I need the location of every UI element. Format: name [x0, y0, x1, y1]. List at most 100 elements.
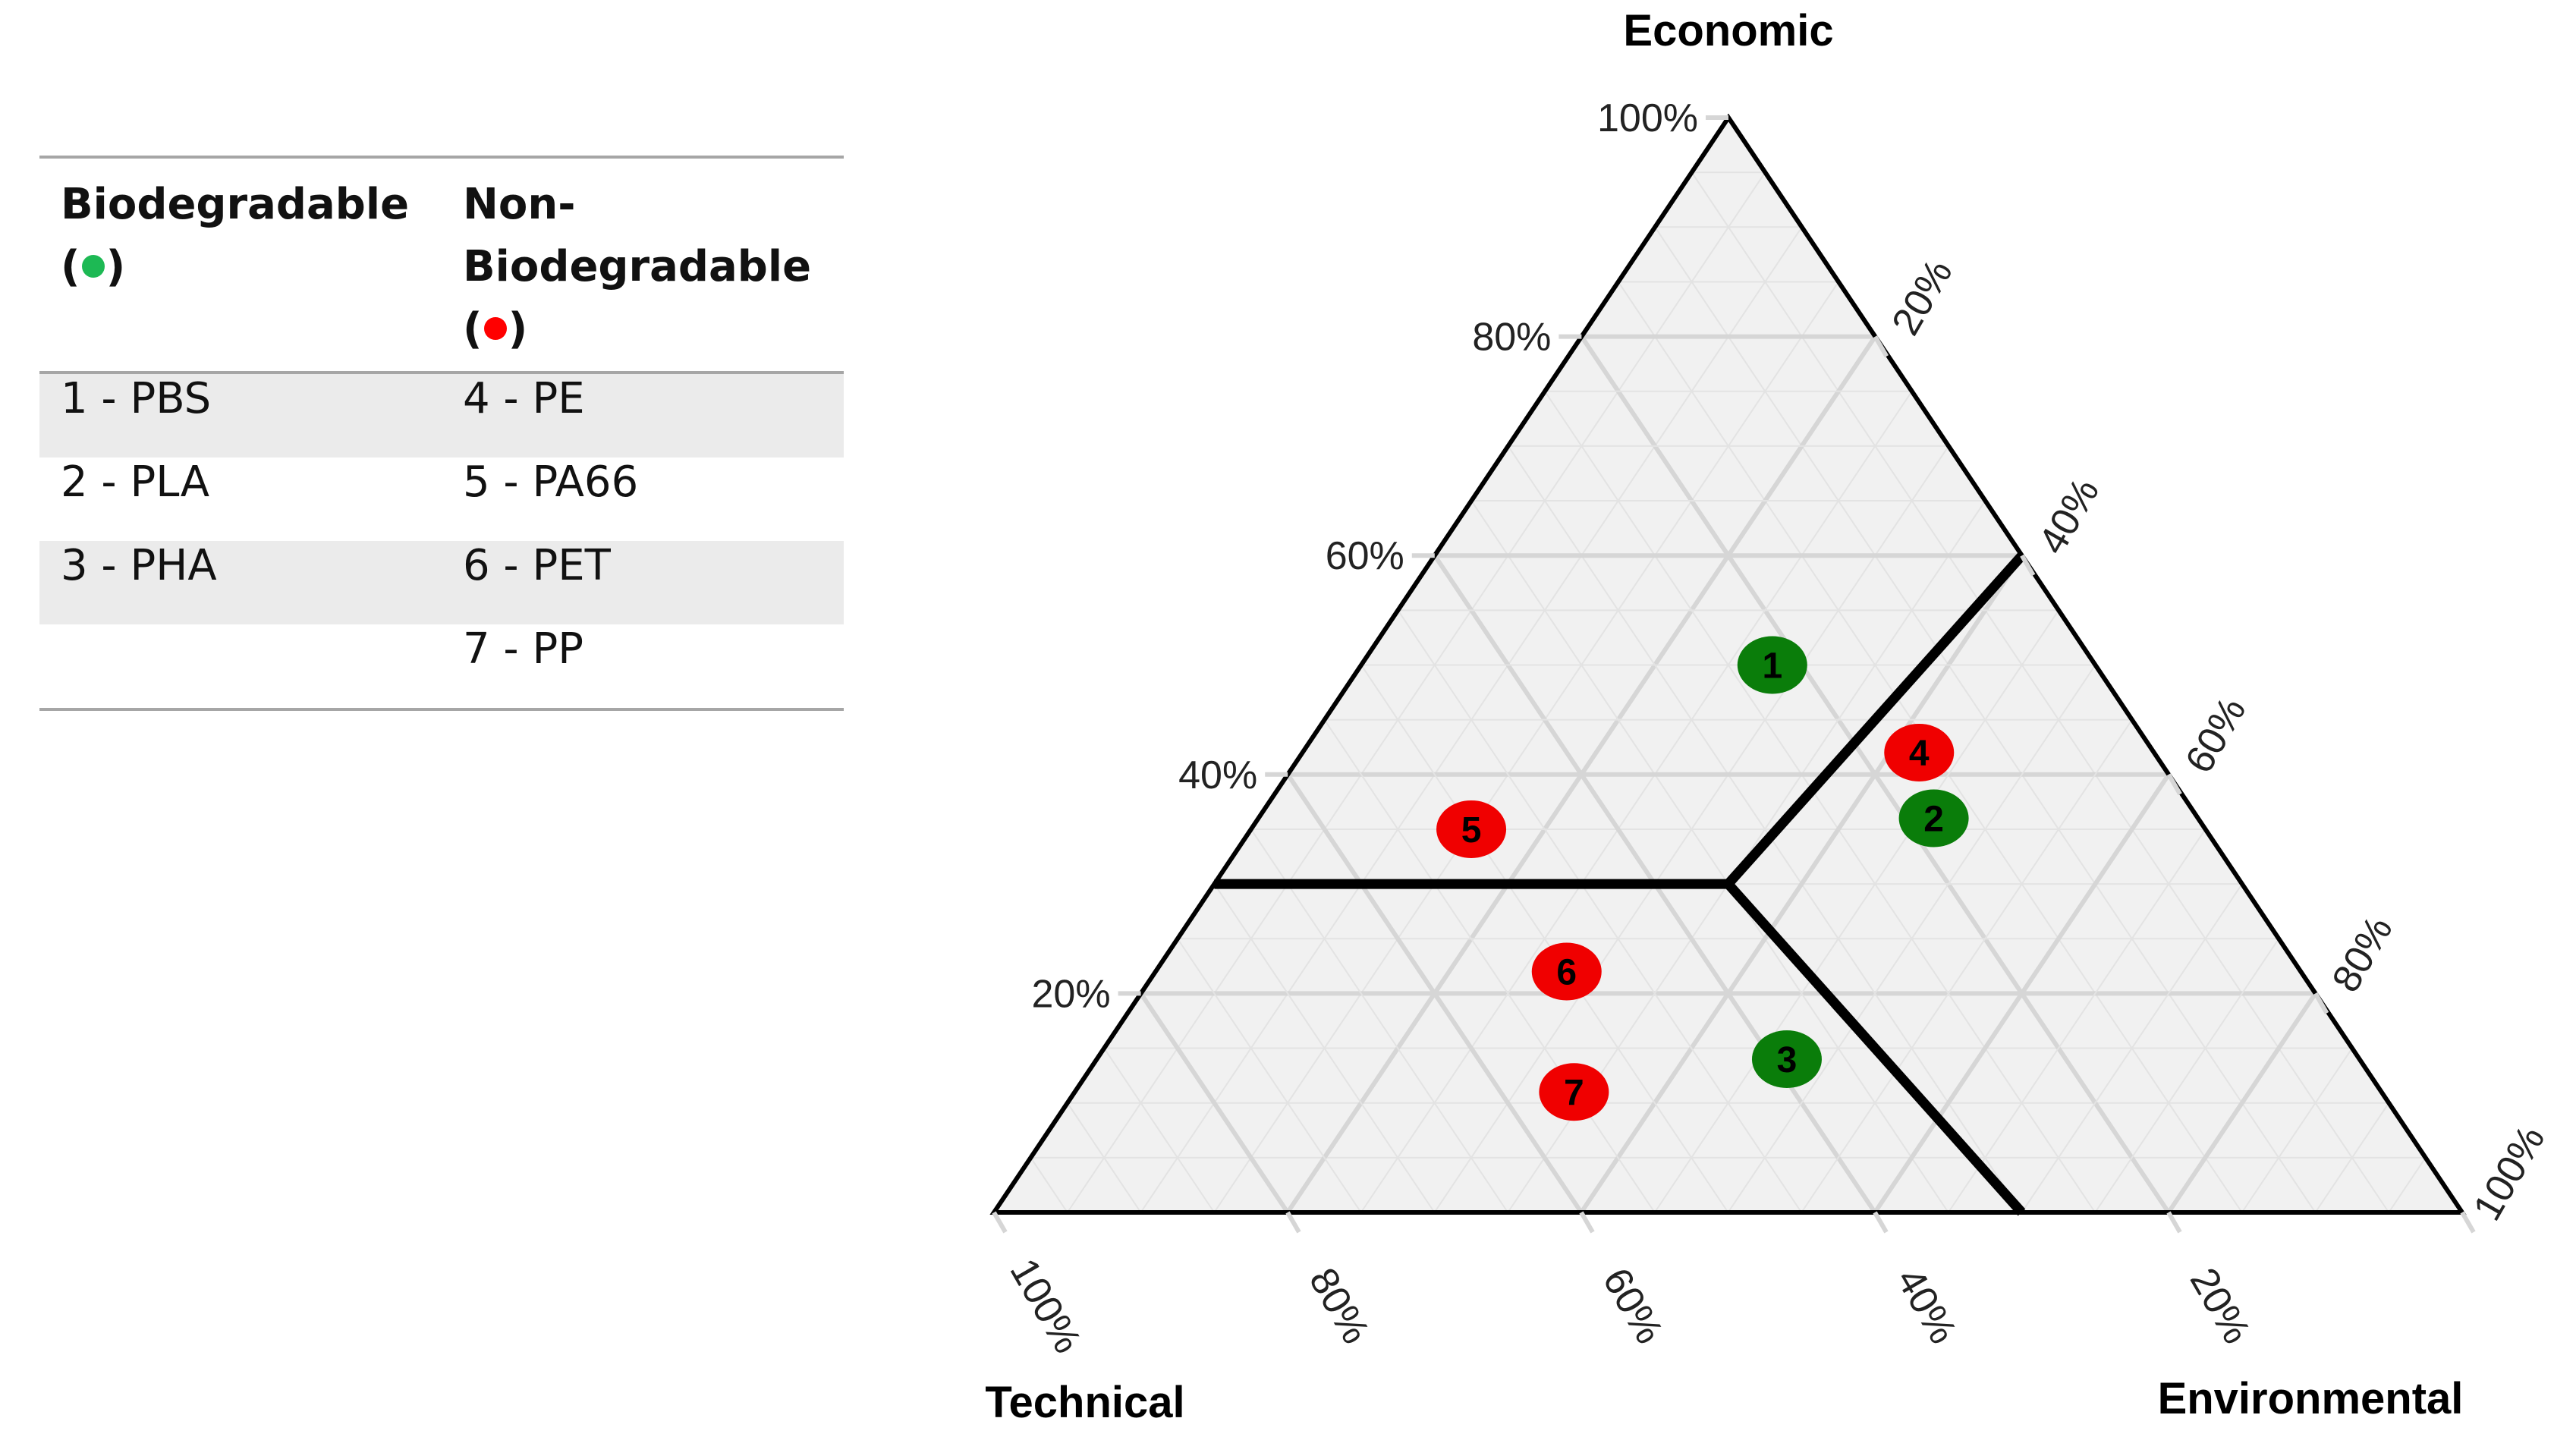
data-point-label: 5	[1461, 810, 1482, 851]
grid-line	[1285, 773, 1584, 1214]
tick-labels: 100% 80% 60% 40% 20% 20% 40% 60% 80% 100% 100% 80% 6…	[992, 96, 2554, 1360]
grid-line	[2314, 1102, 2390, 1213]
tick-mark	[1873, 1211, 1889, 1234]
tick-label: 80%	[1472, 316, 1551, 360]
tick-mark	[1873, 335, 1889, 358]
grid-line	[1727, 664, 2096, 1213]
grid-line	[2241, 1047, 2353, 1213]
tick-label: 20%	[1032, 972, 1111, 1016]
grid-line	[1360, 391, 1913, 1213]
tick-mark	[2460, 1211, 2476, 1234]
axis-titles: Economic Technical Environmental	[985, 6, 2463, 1427]
axis-title-environmental: Environmental	[2158, 1374, 2464, 1423]
nonbio-header-label-2: Biodegradable	[463, 242, 812, 291]
grid-line	[1691, 171, 2390, 1213]
grid-line	[1947, 829, 2206, 1213]
data-point-label: 3	[1777, 1040, 1798, 1080]
green-dot-icon	[81, 254, 105, 278]
legend-row: 1 - PBS 4 - PE	[39, 373, 844, 458]
grid-line	[1653, 609, 2059, 1213]
data-points: 1 2 3 4 5 6 7	[1436, 636, 1969, 1121]
triangle-outline	[989, 113, 2467, 1215]
legend-cell-bio: 2 - PLA	[61, 458, 209, 507]
legend-cell-bio: 3 - PHA	[39, 541, 442, 624]
tick-label: 100%	[1001, 1251, 1090, 1360]
grid-line	[1801, 719, 2133, 1213]
grid-line	[1250, 829, 1509, 1213]
tick-label: 60%	[1594, 1261, 1672, 1351]
grid-line	[1103, 1047, 1216, 1213]
data-point-label: 2	[1923, 800, 1944, 840]
bio-header-label: Biodegradable	[61, 180, 410, 229]
grid-line	[1139, 992, 1290, 1214]
tick-label: 80%	[1301, 1261, 1378, 1351]
nonbio-header-label-1: Non-	[463, 180, 576, 229]
legend-cell-nonbio: 7 - PP	[463, 624, 583, 674]
tick-label: 60%	[1326, 534, 1404, 578]
legend-cell-nonbio: 5 - PA66	[463, 458, 639, 507]
tick-label: 20%	[2181, 1261, 2259, 1351]
region-boundary-line	[1724, 552, 2026, 888]
grid-line	[1323, 719, 1656, 1213]
tick-mark	[2313, 992, 2329, 1014]
tick-label: 60%	[2177, 690, 2254, 781]
legend-row: 7 - PP	[39, 624, 844, 709]
grid-line	[1066, 171, 1766, 1213]
grid-line	[1030, 1157, 1068, 1213]
data-point-label: 4	[1909, 734, 1930, 774]
legend-cell-nonbio: 4 - PE	[442, 373, 844, 458]
legend-row: 2 - PLA 5 - PA66	[39, 458, 844, 541]
data-point-label: 6	[1556, 953, 1577, 993]
tick-mark	[2020, 554, 2036, 577]
legend-row: 3 - PHA 6 - PET	[39, 541, 844, 624]
region-boundaries	[1214, 552, 2026, 1216]
grid-line	[1213, 281, 1839, 1213]
grid-layer	[994, 118, 2462, 1214]
tick-label: 40%	[1178, 753, 1257, 797]
tick-mark	[992, 1211, 1008, 1234]
grid-line	[1360, 664, 1729, 1213]
data-point-marker	[1531, 942, 1602, 1001]
tick-label: 40%	[2030, 471, 2108, 561]
tick-mark	[1579, 1211, 1595, 1234]
data-point-marker	[1539, 1063, 1609, 1121]
legend-header-biodegradable: Biodegradable()	[61, 180, 410, 291]
data-point-marker	[1898, 789, 1969, 847]
legend-header-row: Biodegradable() Non- Biodegradable()	[39, 157, 844, 373]
legend-header-nonbiodegradable: Non- Biodegradable()	[463, 180, 812, 354]
tick-label: 40%	[1888, 1261, 1965, 1351]
legend-cell-nonbio: 6 - PET	[442, 541, 844, 624]
grid-line	[2166, 992, 2318, 1214]
data-point-label: 7	[1564, 1073, 1584, 1113]
grid-line	[1397, 609, 1803, 1213]
axis-title-technical: Technical	[985, 1378, 1184, 1427]
grid-line	[1470, 500, 1949, 1213]
grid-line	[1213, 883, 1436, 1213]
grid-line	[1544, 391, 2096, 1213]
red-dot-icon	[483, 316, 507, 340]
triangle-frame	[989, 113, 2467, 1215]
legend-cell-bio: 1 - PBS	[39, 373, 442, 458]
grid-line	[2388, 1157, 2427, 1213]
data-point-marker	[1436, 800, 1507, 858]
tick-label: 100%	[1597, 96, 1698, 140]
grid-line	[2094, 938, 2280, 1213]
legend-table: Biodegradable() Non- Biodegradable() 1 - …	[39, 156, 844, 711]
tick-label: 80%	[2324, 909, 2401, 999]
tick-mark	[2166, 1211, 2182, 1234]
region-boundary-line	[1724, 880, 2026, 1216]
tick-mark	[1285, 1211, 1301, 1234]
grid-line	[1066, 1102, 1142, 1213]
grid-line	[2021, 883, 2243, 1213]
data-point-label: 1	[1762, 646, 1782, 687]
grid-line	[1873, 773, 2171, 1214]
tick-label: 100%	[2465, 1118, 2554, 1228]
tick-label: 20%	[1883, 252, 1961, 342]
data-point-marker	[1737, 636, 1807, 694]
grid-line	[1177, 938, 1362, 1213]
tick-mark	[2166, 773, 2182, 796]
axis-title-economic: Economic	[1623, 6, 1833, 55]
data-point-marker	[1751, 1030, 1822, 1088]
data-point-marker	[1884, 723, 1955, 781]
